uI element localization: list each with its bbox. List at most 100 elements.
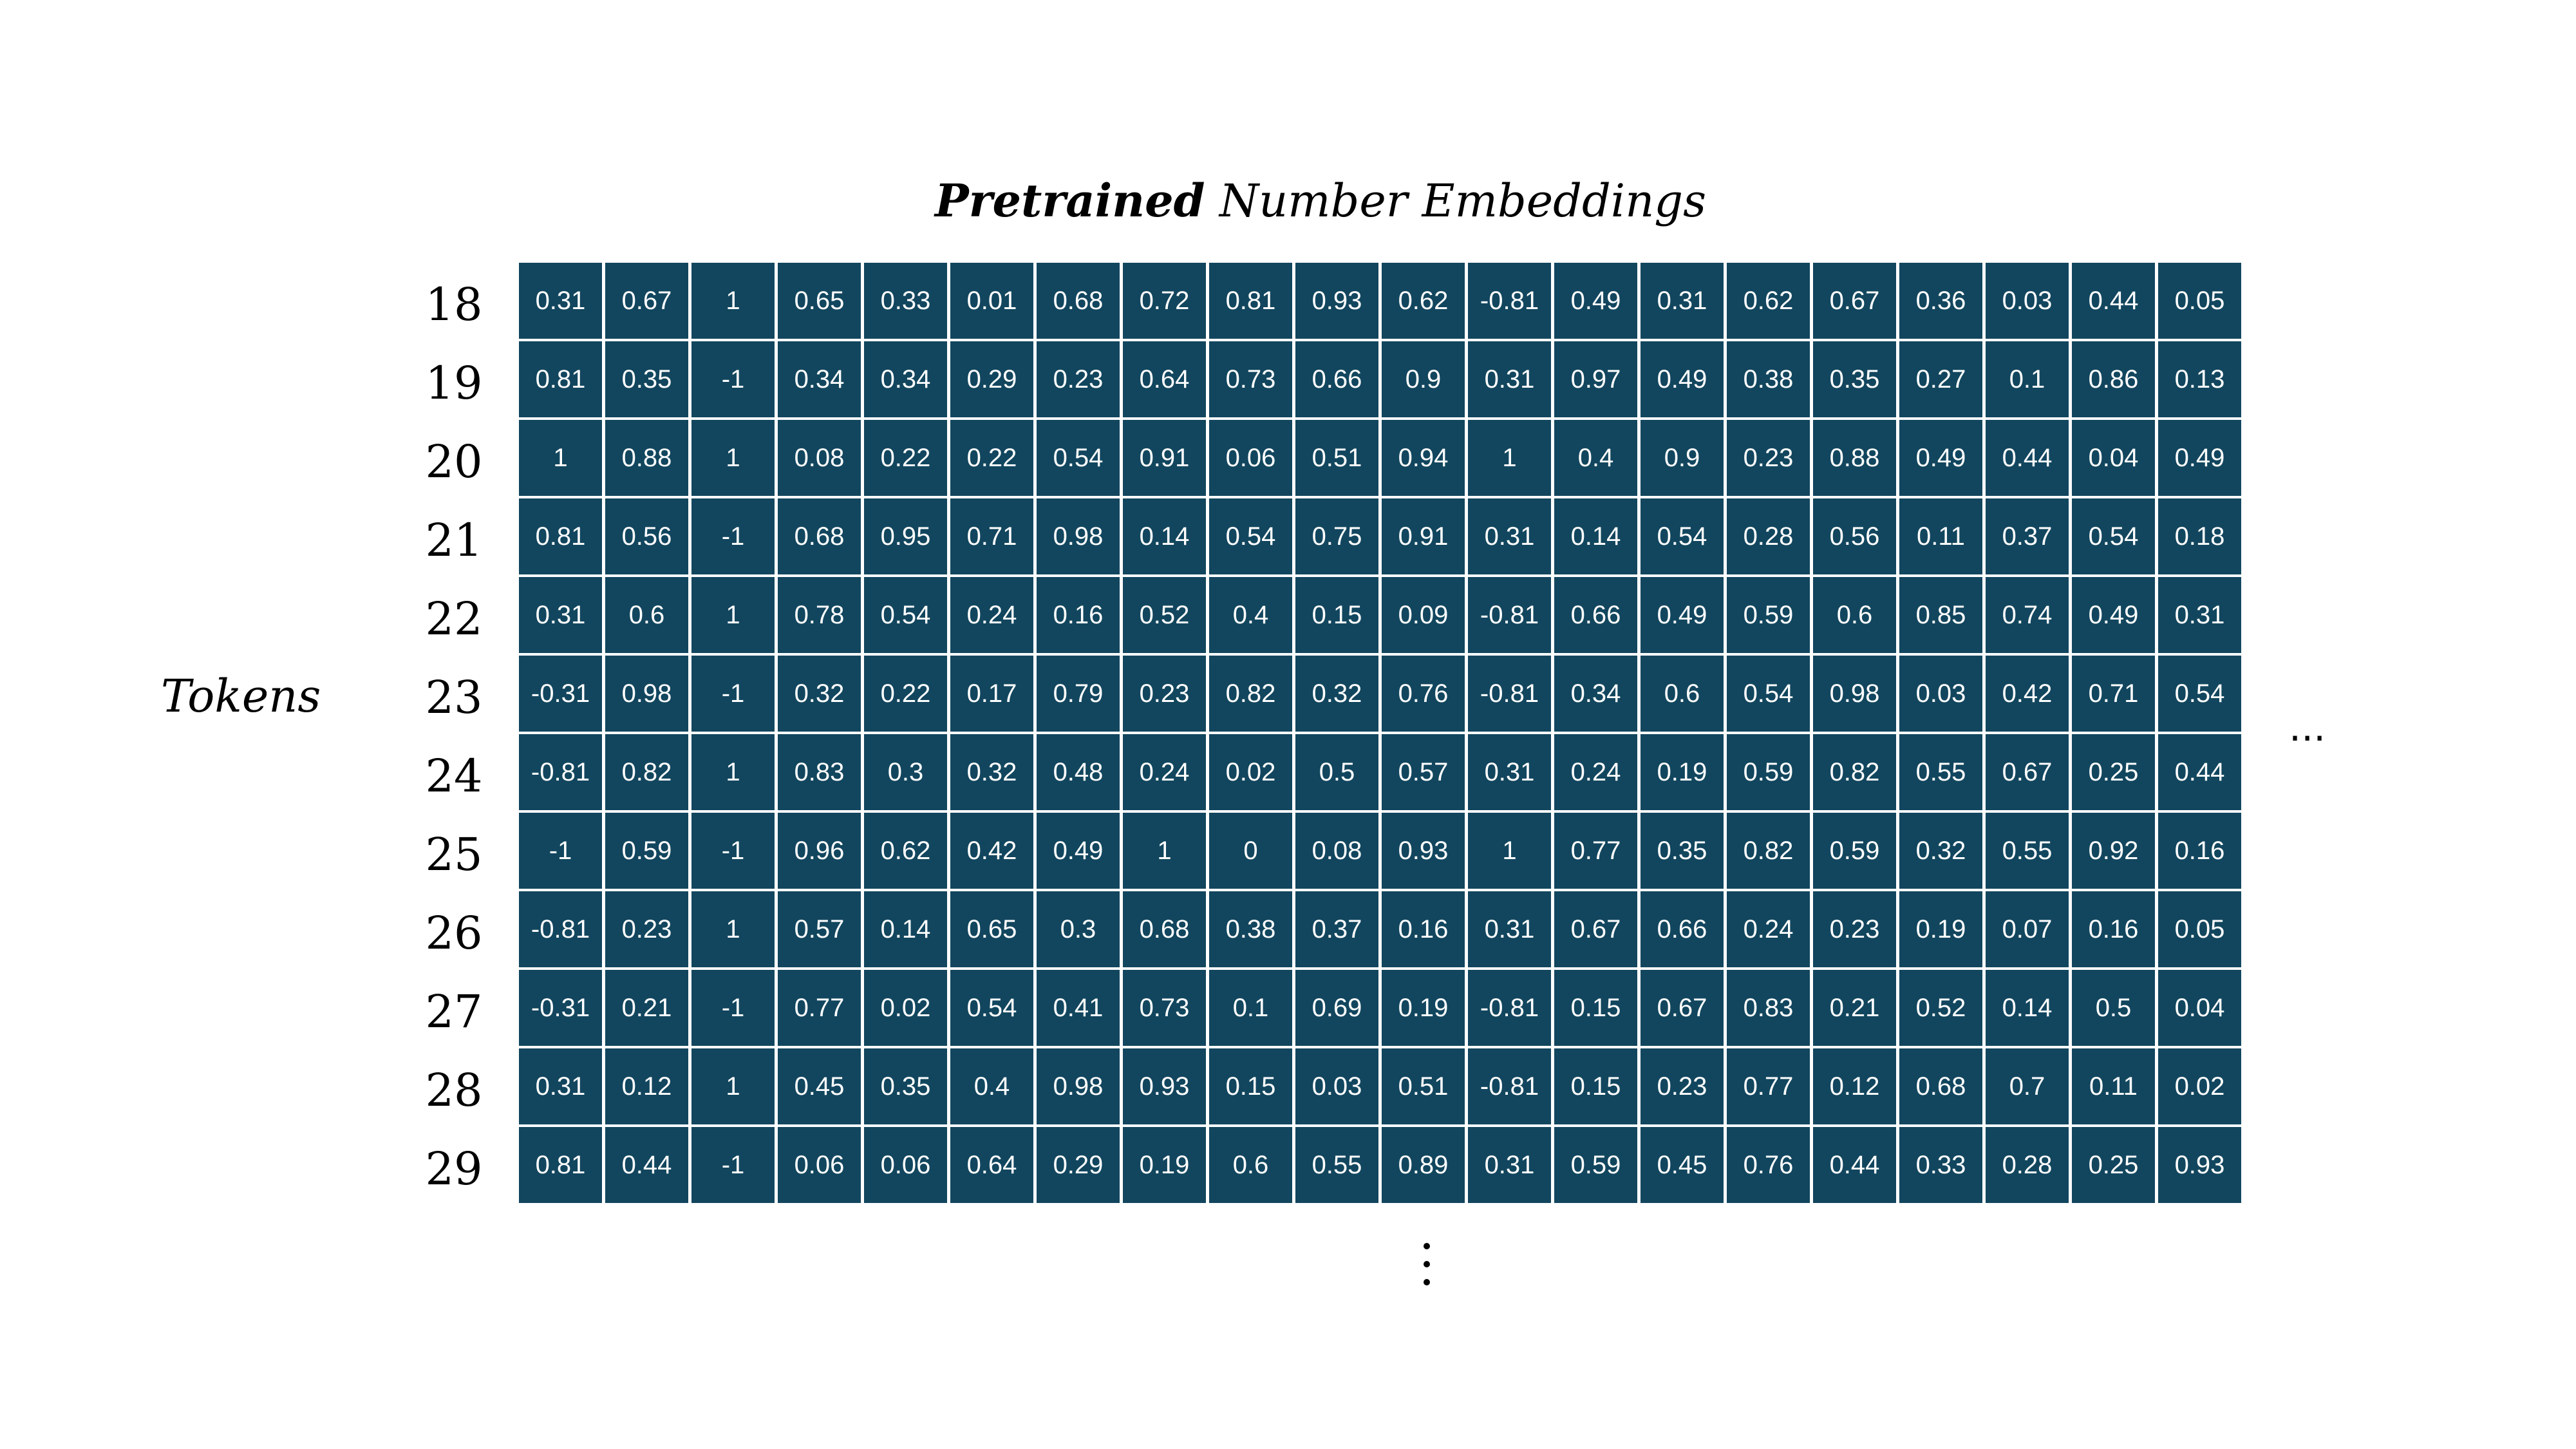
embedding-cell: 0.31 bbox=[519, 1048, 602, 1124]
embedding-cell: 0.11 bbox=[1899, 498, 1982, 574]
embedding-cell: 0.33 bbox=[1899, 1127, 1982, 1203]
embedding-cell: 0.11 bbox=[2072, 1048, 2155, 1124]
title-rest: Number Embeddings bbox=[1205, 175, 1707, 227]
embedding-cell: -1 bbox=[691, 656, 775, 732]
embedding-cell: 0.08 bbox=[1295, 813, 1378, 889]
embedding-cell: 0.94 bbox=[1382, 420, 1465, 496]
embedding-cell: 0.59 bbox=[1813, 813, 1896, 889]
token-label: 28 bbox=[425, 1064, 483, 1117]
embedding-cell: 0.25 bbox=[2072, 734, 2155, 810]
embedding-cell: 0.08 bbox=[778, 420, 861, 496]
token-label: 26 bbox=[425, 907, 483, 960]
embedding-cell: 0.88 bbox=[1813, 420, 1896, 496]
token-label: 24 bbox=[425, 750, 483, 802]
embedding-cell: 0.81 bbox=[519, 1127, 602, 1203]
token-label: 25 bbox=[425, 828, 483, 881]
embedding-cell: 0.51 bbox=[1382, 1048, 1465, 1124]
embedding-cell: 0.35 bbox=[1813, 341, 1896, 417]
embedding-cell: 0.98 bbox=[605, 656, 688, 732]
embedding-cell: 0.34 bbox=[1554, 656, 1637, 732]
embedding-cell: 0.52 bbox=[1123, 577, 1206, 653]
embedding-cell: 0.82 bbox=[1727, 813, 1810, 889]
embedding-cell: 0.54 bbox=[1037, 420, 1120, 496]
embedding-cell: 0.73 bbox=[1209, 341, 1292, 417]
embedding-cell: 0.77 bbox=[1554, 813, 1637, 889]
embedding-cell: 0.91 bbox=[1382, 498, 1465, 574]
embedding-cell: 0.81 bbox=[519, 498, 602, 574]
embedding-cell: 1 bbox=[519, 420, 602, 496]
embedding-cell: 0.75 bbox=[1295, 498, 1378, 574]
embedding-cell: 0.81 bbox=[519, 341, 602, 417]
embedding-cell: 0.64 bbox=[950, 1127, 1033, 1203]
embedding-cell: 0.44 bbox=[605, 1127, 688, 1203]
embedding-cell: 0.38 bbox=[1209, 891, 1292, 967]
token-label: 21 bbox=[425, 514, 483, 567]
embedding-cell: 0.28 bbox=[1986, 1127, 2069, 1203]
embedding-cell: 0.49 bbox=[1641, 341, 1724, 417]
embedding-cell: 0.9 bbox=[1641, 420, 1724, 496]
embedding-cell: 0.19 bbox=[1382, 970, 1465, 1046]
embedding-cell: 0.95 bbox=[864, 498, 947, 574]
embedding-cell: 0.6 bbox=[1641, 656, 1724, 732]
embedding-cell: 0.49 bbox=[2072, 577, 2155, 653]
embedding-cell: 0.14 bbox=[1123, 498, 1206, 574]
embedding-cell: 0.03 bbox=[1899, 656, 1982, 732]
embedding-cell: 0.23 bbox=[1123, 656, 1206, 732]
embedding-cell: 0.35 bbox=[1641, 813, 1724, 889]
embedding-cell: 0.31 bbox=[1641, 263, 1724, 339]
embedding-cell: 0.97 bbox=[1554, 341, 1637, 417]
embedding-cell: 0.37 bbox=[1986, 498, 2069, 574]
embedding-cell: 0.49 bbox=[1899, 420, 1982, 496]
embedding-cell: 0.66 bbox=[1554, 577, 1637, 653]
embedding-cell: 0.21 bbox=[1813, 970, 1896, 1046]
embedding-cell: 0.06 bbox=[864, 1127, 947, 1203]
embedding-cell: 0.9 bbox=[1382, 341, 1465, 417]
embedding-cell: 0.07 bbox=[1986, 891, 2069, 967]
embedding-cell: -1 bbox=[691, 498, 775, 574]
embedding-cell: -1 bbox=[691, 341, 775, 417]
embedding-cell: 0.4 bbox=[950, 1048, 1033, 1124]
embedding-cell: 0.54 bbox=[2158, 656, 2241, 732]
embedding-cell: 0.24 bbox=[1727, 891, 1810, 967]
token-label: 23 bbox=[425, 671, 483, 724]
embedding-cell: 0.15 bbox=[1554, 1048, 1637, 1124]
embedding-cell: 0.82 bbox=[605, 734, 688, 810]
embedding-cell: 0.31 bbox=[519, 263, 602, 339]
embedding-cell: 0.01 bbox=[950, 263, 1033, 339]
embedding-cell: 0.49 bbox=[1037, 813, 1120, 889]
embedding-cell: 0.68 bbox=[1899, 1048, 1982, 1124]
embedding-cell: 0.29 bbox=[950, 341, 1033, 417]
embedding-cell: 0.02 bbox=[864, 970, 947, 1046]
embedding-cell: 0.36 bbox=[1899, 263, 1982, 339]
embedding-cell: 0.77 bbox=[778, 970, 861, 1046]
token-label: 22 bbox=[425, 592, 483, 645]
embedding-cell: 0.69 bbox=[1295, 970, 1378, 1046]
embedding-cell: 0.98 bbox=[1813, 656, 1896, 732]
embedding-cell: 0.1 bbox=[1209, 970, 1292, 1046]
embedding-cell: 0.66 bbox=[1295, 341, 1378, 417]
embedding-cell: 0.34 bbox=[864, 341, 947, 417]
embedding-cell: 0.02 bbox=[2158, 1048, 2241, 1124]
embedding-cell: 0.03 bbox=[1295, 1048, 1378, 1124]
embedding-cell: 0.22 bbox=[864, 656, 947, 732]
embedding-cell: 0.67 bbox=[1554, 891, 1637, 967]
embedding-cell: 0.71 bbox=[2072, 656, 2155, 732]
embedding-cell: -0.81 bbox=[519, 891, 602, 967]
embedding-cell: 0.23 bbox=[605, 891, 688, 967]
embedding-cell: 0.25 bbox=[2072, 1127, 2155, 1203]
embedding-cell: 0.52 bbox=[1899, 970, 1982, 1046]
embedding-cell: 0.77 bbox=[1727, 1048, 1810, 1124]
embedding-cell: 0.62 bbox=[1382, 263, 1465, 339]
embedding-cell: 0.3 bbox=[1037, 891, 1120, 967]
embedding-cell: 0.1 bbox=[1986, 341, 2069, 417]
embedding-cell: 1 bbox=[691, 263, 775, 339]
embedding-cell: 0.72 bbox=[1123, 263, 1206, 339]
title-bold-part: Pretrained bbox=[934, 174, 1205, 227]
embedding-cell: 0.31 bbox=[1468, 498, 1551, 574]
embedding-cell: -0.81 bbox=[1468, 1048, 1551, 1124]
embedding-cell: 0.6 bbox=[1209, 1127, 1292, 1203]
embedding-cell: 0.05 bbox=[2158, 263, 2241, 339]
embedding-cell: 0.54 bbox=[950, 970, 1033, 1046]
embedding-cell: 0.82 bbox=[1813, 734, 1896, 810]
embedding-cell: -1 bbox=[691, 970, 775, 1046]
